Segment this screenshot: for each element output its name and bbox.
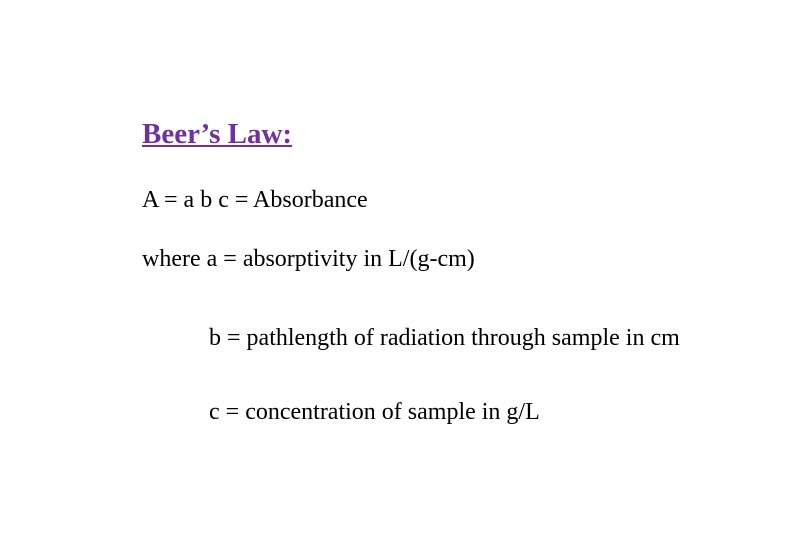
slide-heading: Beer’s Law: bbox=[142, 118, 292, 151]
slide: Beer’s Law: A = a b c = Absorbance where… bbox=[0, 0, 810, 540]
definition-a: where a = absorptivity in L/(g-cm) bbox=[142, 246, 475, 273]
definition-b: b = pathlength of radiation through samp… bbox=[209, 325, 680, 352]
definition-c: c = concentration of sample in g/L bbox=[209, 399, 540, 426]
equation-line: A = a b c = Absorbance bbox=[142, 187, 368, 214]
